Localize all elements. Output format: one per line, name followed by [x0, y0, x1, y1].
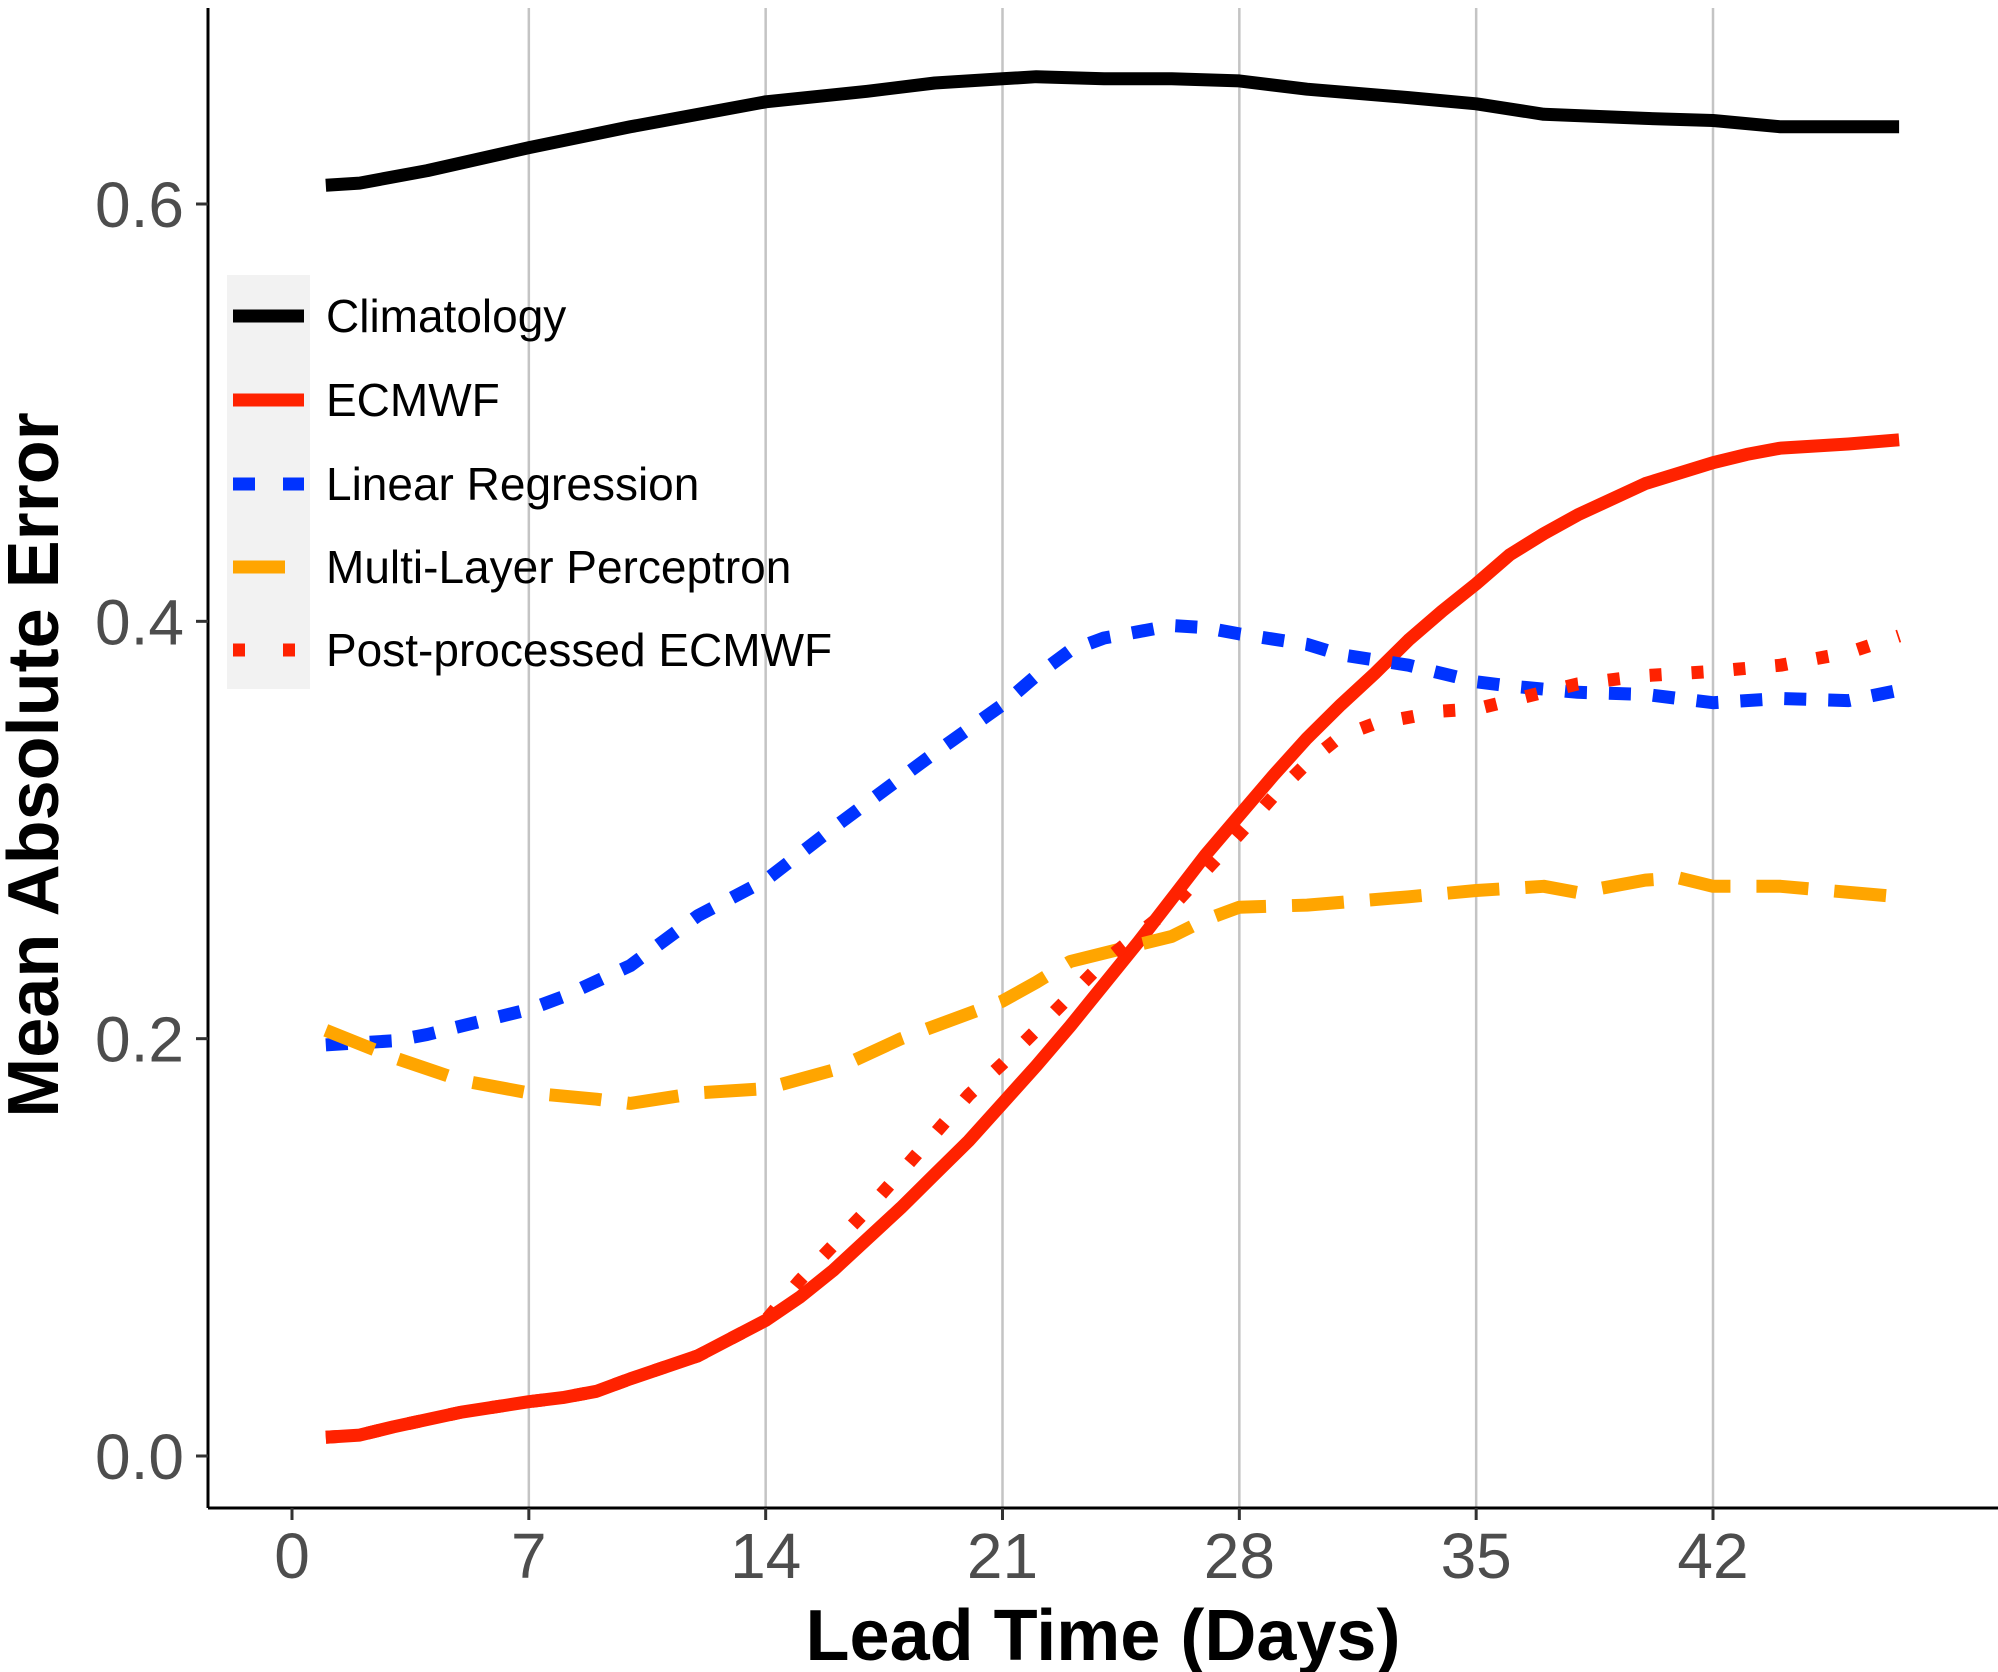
legend: Climatology ECMWF Linear Regression Multi-L…	[227, 275, 832, 689]
y-tick-label: 0.4	[95, 586, 184, 658]
series-line-ecmwf	[325, 433, 1900, 1444]
y-ticks: 0.0 0.2 0.4 0.6	[95, 169, 208, 1493]
gridlines	[527, 8, 1715, 1508]
x-tick-label: 14	[730, 1520, 801, 1592]
x-tick-label: 0	[274, 1520, 310, 1592]
x-axis-title: Lead Time (Days)	[806, 1596, 1401, 1672]
legend-label: Multi-Layer Perceptron	[326, 541, 791, 593]
series-lines	[323, 70, 1902, 1444]
series-line-linear-regression	[325, 619, 1901, 1052]
series-line-climatology	[325, 70, 1900, 192]
series-line-post-processed-ecmwf	[325, 629, 1902, 1444]
x-tick-label: 7	[511, 1520, 547, 1592]
series-line-multi-layer-perceptron	[323, 871, 1900, 1110]
y-tick-label: 0.0	[95, 1421, 184, 1493]
x-ticks: 0 7 14 21 28 35 42	[274, 1508, 1749, 1592]
x-tick-label: 21	[967, 1520, 1038, 1592]
y-axis-title: Mean Absolute Error	[0, 412, 74, 1117]
x-tick-label: 35	[1441, 1520, 1512, 1592]
legend-label: ECMWF	[326, 374, 500, 426]
y-tick-label: 0.6	[95, 169, 184, 241]
legend-label: Linear Regression	[326, 458, 699, 510]
x-tick-label: 28	[1204, 1520, 1275, 1592]
legend-label: Post-processed ECMWF	[326, 624, 832, 676]
legend-label: Climatology	[326, 290, 566, 342]
x-tick-label: 42	[1677, 1520, 1748, 1592]
y-tick-label: 0.2	[95, 1004, 184, 1076]
axes	[206, 8, 1998, 1510]
